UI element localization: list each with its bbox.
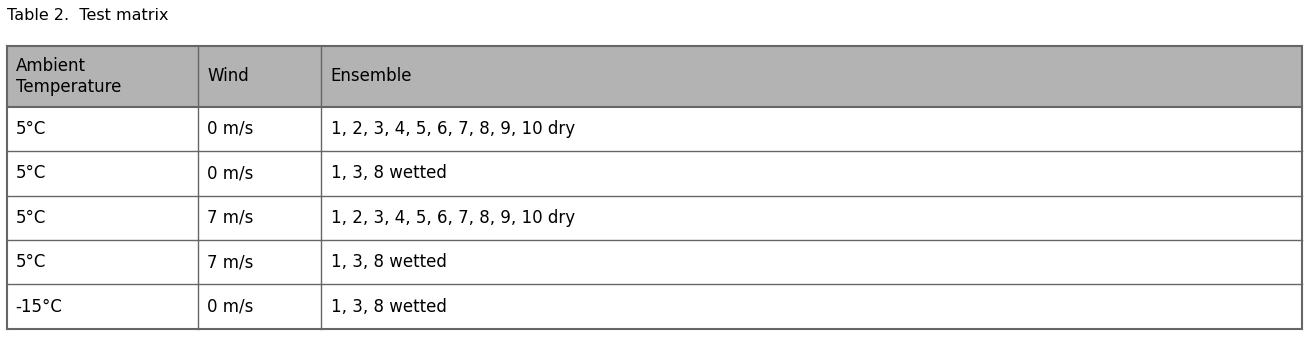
Text: 0 m/s: 0 m/s	[207, 120, 254, 138]
Text: -15°C: -15°C	[16, 298, 63, 316]
Text: 0 m/s: 0 m/s	[207, 298, 254, 316]
Text: 5°C: 5°C	[16, 164, 46, 182]
Text: 1, 3, 8 wetted: 1, 3, 8 wetted	[330, 298, 446, 316]
Text: 7 m/s: 7 m/s	[207, 253, 254, 271]
Text: 1, 3, 8 wetted: 1, 3, 8 wetted	[330, 164, 446, 182]
Text: Table 2.  Test matrix: Table 2. Test matrix	[7, 8, 168, 23]
Text: 1, 2, 3, 4, 5, 6, 7, 8, 9, 10 dry: 1, 2, 3, 4, 5, 6, 7, 8, 9, 10 dry	[330, 209, 574, 227]
Text: Ambient
Temperature: Ambient Temperature	[16, 57, 121, 96]
Text: 5°C: 5°C	[16, 253, 46, 271]
Text: 1, 2, 3, 4, 5, 6, 7, 8, 9, 10 dry: 1, 2, 3, 4, 5, 6, 7, 8, 9, 10 dry	[330, 120, 574, 138]
Text: 1, 3, 8 wetted: 1, 3, 8 wetted	[330, 253, 446, 271]
Text: 5°C: 5°C	[16, 209, 46, 227]
Text: Ensemble: Ensemble	[330, 67, 412, 85]
Text: 0 m/s: 0 m/s	[207, 164, 254, 182]
Text: Wind: Wind	[207, 67, 249, 85]
Text: 5°C: 5°C	[16, 120, 46, 138]
Text: 7 m/s: 7 m/s	[207, 209, 254, 227]
